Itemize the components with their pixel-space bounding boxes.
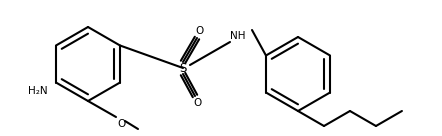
Text: O: O [196,26,204,36]
Text: O: O [194,98,202,108]
Text: NH: NH [230,31,246,41]
Text: O: O [117,119,125,129]
Text: S: S [179,61,187,75]
Text: H₂N: H₂N [28,86,48,95]
